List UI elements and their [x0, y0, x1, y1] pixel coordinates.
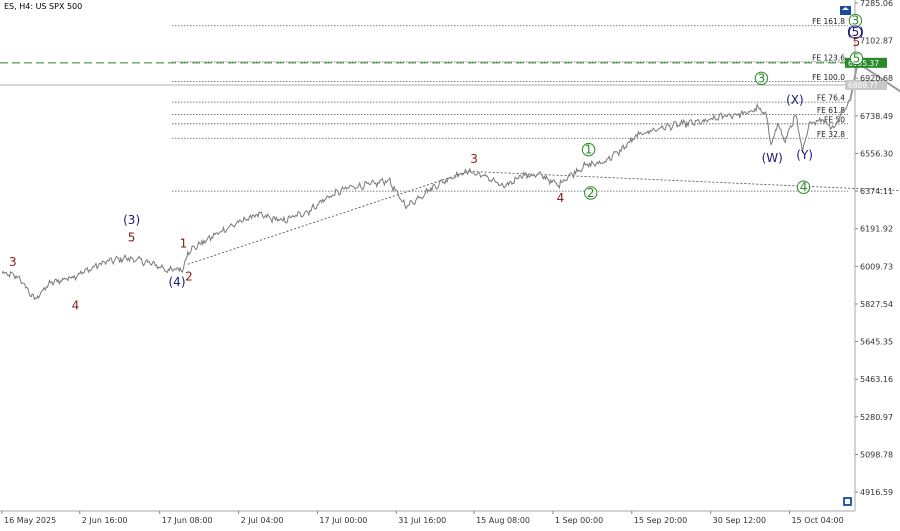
price-line [1, 99, 851, 301]
fib-level-label: FE 100.0 [812, 73, 845, 82]
x-tick-label: 15 Aug 08:00 [476, 516, 530, 525]
y-tick-label: 6374.11 [860, 187, 893, 196]
x-tick-label: 30 Sep 12:00 [713, 516, 766, 525]
wave-label: (Y) [796, 148, 813, 162]
chart-settings-icon[interactable] [843, 497, 852, 506]
fib-level-label: FE 76.4 [817, 94, 845, 103]
y-tick-label: 5827.54 [860, 300, 893, 309]
wave-label-circle [754, 71, 769, 86]
x-tick-label: 2 Jun 16:00 [82, 516, 128, 525]
wave-label: 5 [128, 230, 136, 244]
trendline [468, 170, 900, 191]
y-tick-label: 6738.49 [860, 112, 893, 121]
wave-label: 3 [852, 14, 860, 28]
x-axis: 16 May 2025 2 Jun 16:00 17 Jun 08:00 2 Jul … [1, 511, 844, 525]
wave-label: 3 [9, 255, 17, 269]
current-price-tag [845, 57, 887, 68]
trendlines [187, 170, 900, 265]
fib-level-label: FE 61.8 [817, 106, 845, 115]
fib-level-label: FE 161.8 [812, 17, 845, 26]
y-tick-label: 5098.78 [860, 450, 893, 459]
wave-label: (X) [786, 93, 804, 107]
x-tick-label: 31 Jul 16:00 [398, 516, 446, 525]
y-tick-label: 5463.16 [860, 375, 893, 384]
bid-price-label: 6888.?? [848, 81, 877, 90]
wave-label: (W) [762, 151, 783, 165]
scroll-to-end-icon[interactable] [840, 6, 851, 15]
wave-label-circle [849, 51, 864, 66]
wave-label: 1 [585, 143, 593, 157]
y-tick-label: 7102.87 [860, 37, 893, 46]
chart-title: ES, H4: US SPX 500 [4, 2, 82, 11]
wave-label: 2 [185, 270, 193, 284]
price-series [1, 99, 851, 301]
y-tick-label: 6556.30 [860, 149, 893, 158]
y-tick-label: 6920.68 [860, 74, 893, 83]
fib-level-label: FE 32.8 [817, 130, 845, 139]
wave-label: 5 [853, 35, 861, 49]
y-tick-label: 6009.73 [860, 262, 893, 271]
x-tick-label: 17 Jun 08:00 [162, 516, 213, 525]
y-tick-label: 5645.35 [860, 338, 893, 347]
wave-label-circle [584, 186, 598, 200]
wave-label: 3 [758, 71, 766, 85]
wave-label: 5 [853, 51, 861, 65]
wave-label: (5) [847, 25, 864, 39]
wave-label-circle [796, 180, 811, 194]
bid-price-tag [845, 79, 887, 90]
wave-label-circle [581, 142, 596, 157]
x-tick-label: 2 Jul 04:00 [241, 516, 284, 525]
trendline [187, 170, 469, 265]
wave-label: 4 [557, 191, 565, 205]
x-tick-label: 16 May 2025 [4, 516, 56, 525]
fib-levels: FE 161.8FE 123.6FE 100.0FE 76.4FE 61.8FE… [172, 17, 848, 192]
wave-label: (4) [169, 275, 186, 289]
fib-level-label: FE 50 [824, 115, 845, 124]
x-tick-label: 15 Oct 04:00 [792, 516, 844, 525]
wave-label-circle [848, 25, 863, 39]
y-tick-label: 4916.59 [860, 488, 893, 497]
y-tick-label: 5280.97 [860, 413, 893, 422]
wave-label: 1 [180, 237, 188, 251]
x-tick-label: 15 Sep 20:00 [634, 516, 687, 525]
fib-level-label: FE 123.6 [812, 53, 845, 62]
wave-label: 4 [72, 299, 80, 313]
x-tick-label: 1 Sep 00:00 [555, 516, 603, 525]
wave-label: 4 [800, 180, 808, 194]
current-price-label: 6995.37 [848, 59, 879, 68]
wave-label: 3 [470, 152, 478, 166]
current-price-line: 6995.37 6888.?? [0, 57, 887, 90]
wave-label: 2 [587, 186, 595, 200]
y-tick-label: 6191.92 [860, 225, 893, 234]
wave-label: (3) [123, 213, 140, 227]
y-axis: 7285.06 7102.87 6920.68 6738.49 6556.30 6374.… [855, 0, 893, 497]
x-tick-label: 17 Jul 00:00 [319, 516, 367, 525]
y-tick-label: 7285.06 [860, 0, 893, 8]
